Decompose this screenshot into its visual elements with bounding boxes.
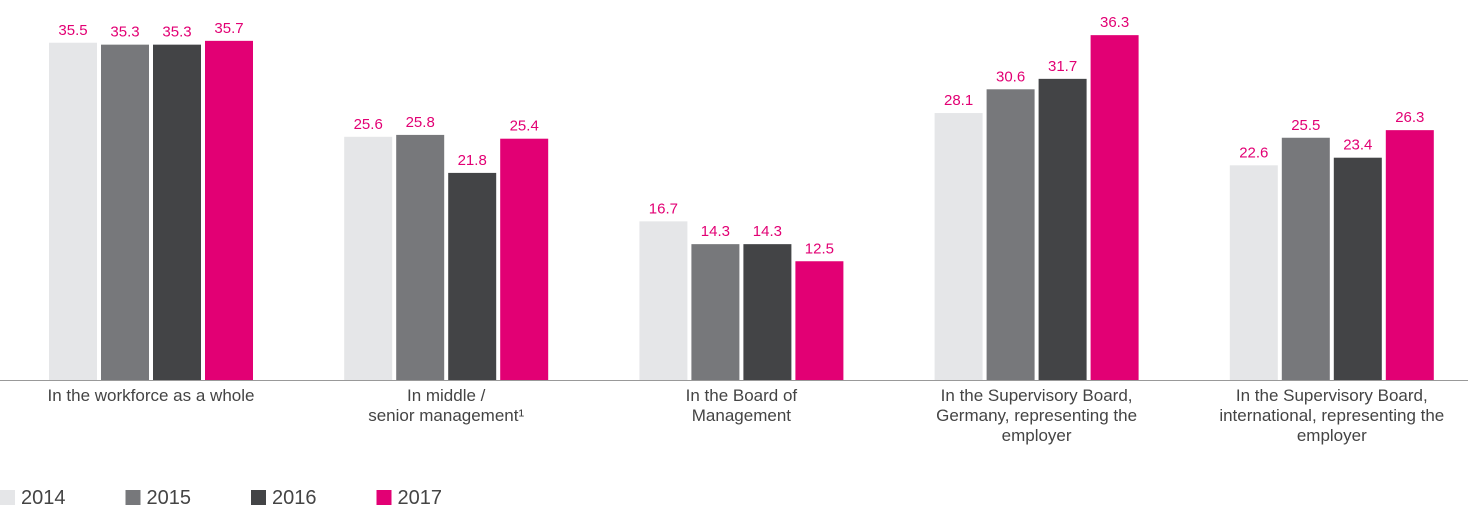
x-tick-label: In the Supervisory Board, international,… [1219, 386, 1445, 445]
bar [500, 138, 549, 380]
bar [639, 221, 688, 380]
value-label: 36.3 [1100, 14, 1129, 31]
value-label: 30.6 [996, 68, 1025, 85]
legend-label: 2017 [397, 487, 443, 509]
legend-swatch [0, 490, 15, 505]
bar [743, 244, 792, 380]
legend-swatch [376, 490, 392, 505]
bar [448, 172, 497, 380]
legend-label: 2015 [146, 487, 192, 509]
x-tick-label: In the Board of Management [685, 386, 798, 425]
value-label: 35.7 [214, 20, 243, 37]
bar [1229, 165, 1278, 380]
bar [396, 134, 445, 380]
bar [986, 89, 1035, 381]
value-label: 23.4 [1343, 137, 1372, 154]
bar [153, 44, 201, 381]
value-label: 31.7 [1048, 58, 1077, 75]
bar [1385, 130, 1434, 380]
value-label: 21.8 [458, 152, 487, 169]
legend-swatch [125, 490, 141, 505]
bar [1090, 35, 1139, 381]
value-label: 25.6 [354, 116, 383, 133]
value-label: 28.1 [944, 92, 973, 109]
legend-label: 2016 [272, 487, 317, 509]
bar [1038, 78, 1087, 380]
x-tick-label: In the Supervisory Board, Germany, repre… [936, 386, 1138, 445]
value-label: 16.7 [649, 200, 678, 217]
value-label: 26.3 [1395, 109, 1424, 126]
bar [1281, 137, 1330, 380]
value-label: 25.5 [1291, 117, 1320, 134]
x-tick-label: In middle / senior management¹ [368, 386, 525, 425]
value-label: 22.6 [1239, 144, 1268, 161]
value-label: 35.3 [110, 24, 139, 41]
value-label: 12.5 [805, 240, 834, 257]
value-label: 14.3 [701, 223, 730, 240]
bar [205, 40, 253, 380]
legend-label: 2014 [21, 487, 66, 509]
bar [49, 42, 97, 380]
bar [344, 136, 393, 380]
value-label: 25.8 [406, 114, 435, 131]
value-label: 35.5 [58, 22, 87, 39]
bar [101, 44, 149, 381]
value-label: 35.3 [162, 24, 191, 41]
bar [934, 113, 983, 381]
legend-swatch [251, 490, 266, 505]
value-label: 25.4 [510, 118, 539, 135]
bar [795, 261, 844, 380]
value-label: 14.3 [753, 223, 782, 240]
x-tick-label: In the workforce as a whole [47, 386, 255, 405]
bar [691, 244, 740, 380]
bar [1333, 157, 1382, 380]
